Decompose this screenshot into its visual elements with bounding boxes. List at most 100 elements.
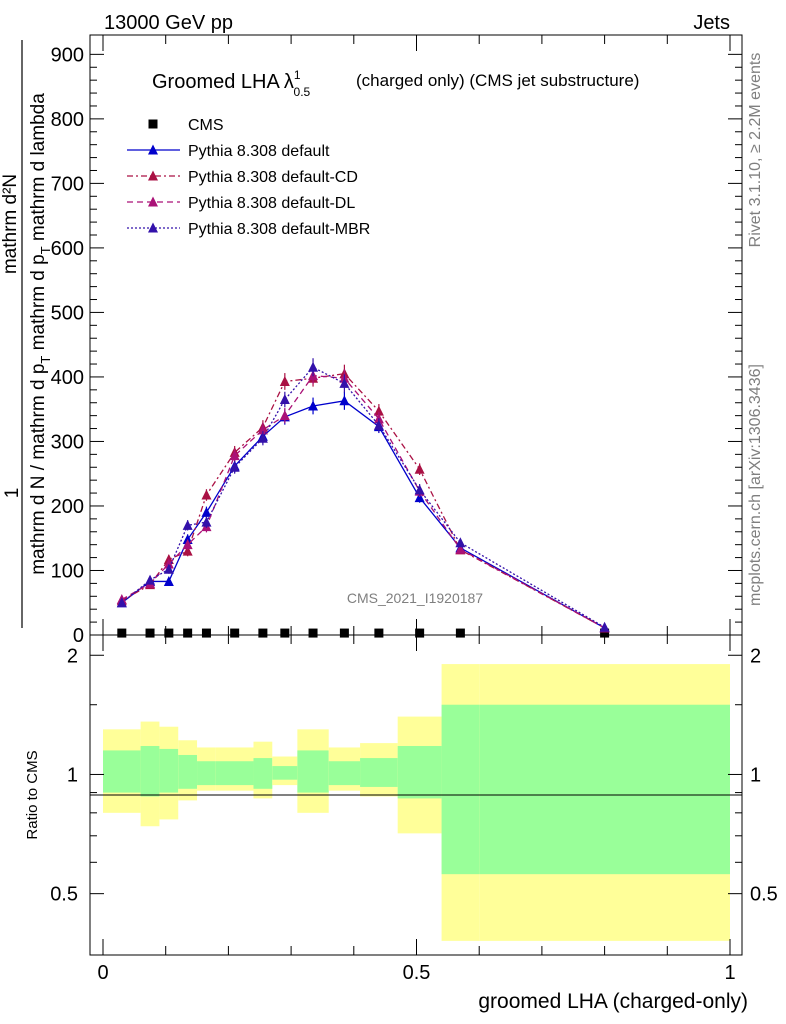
series-point xyxy=(257,432,268,443)
legend-marker xyxy=(148,196,158,207)
ratio-band-inner xyxy=(103,750,141,793)
series-point xyxy=(414,492,425,503)
ylabel-numerator: mathrm d²N xyxy=(0,174,21,274)
mcplots-label: mcplots.cern.ch [arXiv:1306.3436] xyxy=(747,364,764,606)
ratio-tick-label: 2 xyxy=(67,645,78,667)
ratio-band-inner xyxy=(479,704,730,875)
ratio-band-inner xyxy=(297,750,329,793)
series-point xyxy=(279,375,290,386)
ratio-band-inner xyxy=(140,745,160,797)
y-tick-label: 300 xyxy=(51,431,84,453)
cms-data-point xyxy=(280,628,290,638)
cms-data-point xyxy=(308,628,318,638)
y-tick-label: 700 xyxy=(51,173,84,195)
series-point xyxy=(229,461,240,472)
legend-marker xyxy=(148,222,158,233)
series-line xyxy=(121,400,605,629)
series-point xyxy=(599,621,610,632)
title-rest: (charged only) (CMS jet substructure) xyxy=(356,71,639,90)
y-tick-label: 400 xyxy=(51,367,84,389)
series-point xyxy=(182,519,193,530)
series-point xyxy=(116,597,127,608)
ratio-tick-label: 1 xyxy=(750,764,761,786)
ratio-tick-label: 2 xyxy=(750,645,761,667)
legend: CMS Pythia 8.308 default Pythia 8.308 defa… xyxy=(127,117,370,238)
ratio-y-axis-label: Ratio to CMS xyxy=(24,750,41,839)
cms-data-point xyxy=(374,628,384,638)
series-point xyxy=(229,450,240,461)
series-point xyxy=(145,574,156,585)
ratio-band-inner xyxy=(360,758,398,787)
series-point xyxy=(279,394,290,405)
ratio-band-inner xyxy=(159,748,179,793)
y-tick-label: 800 xyxy=(51,109,84,131)
series-line xyxy=(121,366,605,628)
x-axis-label: groomed LHA (charged-only) xyxy=(478,990,748,1013)
ratio-tick-label: 0.5 xyxy=(750,884,778,906)
ratio-band-inner xyxy=(215,761,254,786)
series-point xyxy=(182,539,193,550)
cms-data-point xyxy=(183,628,193,638)
series-point xyxy=(201,506,212,517)
axis-ticks: 0 100 200 300 400 500 600 700 800 900 0 0.5 1 0.5 0.5 1… xyxy=(50,35,778,984)
cms-data-point xyxy=(201,628,211,638)
y-tick-label: 100 xyxy=(51,560,84,582)
x-tick-label: 0 xyxy=(97,962,108,984)
series-point xyxy=(373,419,384,430)
ratio-band-inner xyxy=(253,758,273,789)
analysis-watermark: CMS_2021_I1920187 xyxy=(347,590,483,606)
series-point xyxy=(201,489,212,500)
legend-label: Pythia 8.308 default xyxy=(188,143,330,160)
cms-data-point xyxy=(258,628,268,638)
cms-data-point xyxy=(339,628,349,638)
y-tick-label: 900 xyxy=(51,44,84,66)
series-point xyxy=(163,558,174,569)
ratio-band-inner xyxy=(397,745,442,799)
ratio-band-inner xyxy=(328,761,361,786)
cms-data-point xyxy=(600,628,610,638)
cms-data-point xyxy=(164,628,174,638)
y-tick-label: 600 xyxy=(51,238,84,260)
ratio-band-inner xyxy=(197,761,216,786)
series-point xyxy=(257,424,268,435)
cms-data-point xyxy=(415,628,425,638)
series-point xyxy=(163,575,174,586)
x-tick-label: 0.5 xyxy=(403,962,431,984)
series-point xyxy=(201,516,212,527)
series-point xyxy=(455,543,466,554)
y-tick-label: 500 xyxy=(51,302,84,324)
cms-data-point xyxy=(455,628,465,638)
title-main: Groomed LHA λ1 0.5 xyxy=(152,68,311,99)
legend-marker xyxy=(148,144,158,155)
ratio-band-inner xyxy=(272,766,298,780)
ylabel-prefix: 1 xyxy=(2,488,23,499)
series-point xyxy=(339,395,350,406)
rivet-label: Rivet 3.1.10, ≥ 2.2M events xyxy=(747,53,764,248)
series-point xyxy=(308,400,319,411)
y-tick-label: 0 xyxy=(73,625,84,647)
series-line xyxy=(121,373,605,629)
series-point xyxy=(279,410,290,421)
cms-data-point xyxy=(230,628,240,638)
top-y-axis-label: 1 mathrm d²N mathrm d N / mathrm d pT ma… xyxy=(0,40,53,628)
legend-label: Pythia 8.308 default-CD xyxy=(188,169,358,186)
legend-marker xyxy=(148,170,158,181)
ratio-band-inner xyxy=(441,704,480,875)
header-category: Jets xyxy=(693,12,730,34)
legend-marker xyxy=(148,119,158,129)
series-point xyxy=(455,537,466,548)
ratio-bands xyxy=(103,664,730,941)
ylabel-denominator: mathrm d N / mathrm d pT mathrm d pT mat… xyxy=(28,93,53,575)
series-point xyxy=(308,361,319,372)
plot-title: Groomed LHA λ1 0.5 (charged only) (CMS jet… xyxy=(152,68,639,99)
series-point xyxy=(414,463,425,474)
series-point xyxy=(182,545,193,556)
ratio-band-inner xyxy=(178,754,198,789)
series-point xyxy=(414,484,425,495)
series-line xyxy=(121,374,605,629)
y-tick-label: 200 xyxy=(51,496,84,518)
legend-label: Pythia 8.308 default-MBR xyxy=(188,221,370,238)
ratio-tick-label: 1 xyxy=(67,764,78,786)
header-energy: 13000 GeV pp xyxy=(104,12,233,34)
